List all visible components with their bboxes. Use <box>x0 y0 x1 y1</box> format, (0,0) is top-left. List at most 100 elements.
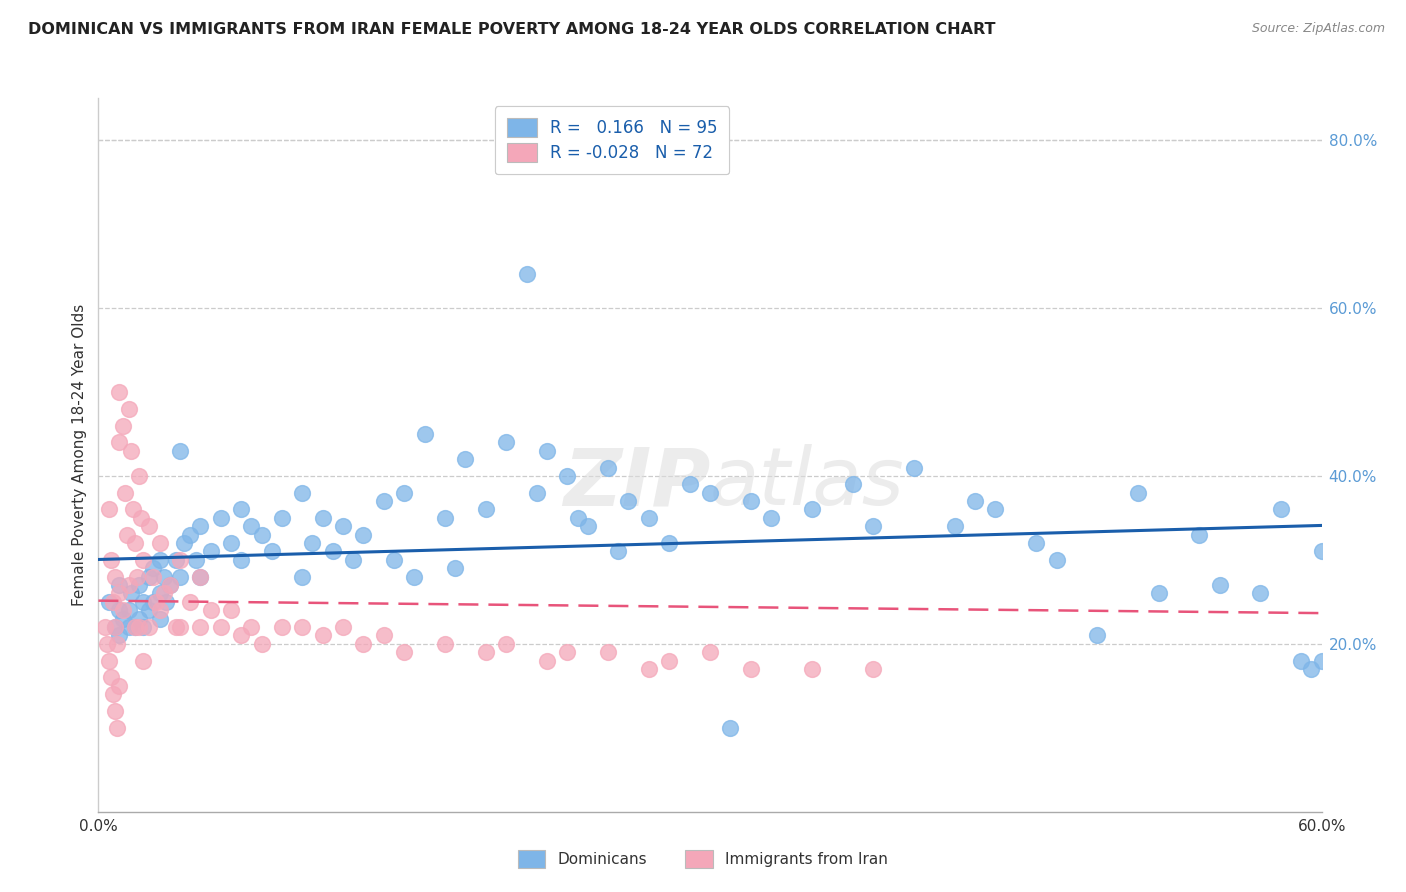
Point <box>231 502 253 516</box>
Point <box>169 569 191 583</box>
Point <box>200 603 222 617</box>
Point <box>291 485 314 500</box>
Point <box>114 485 136 500</box>
Point <box>617 494 640 508</box>
Point <box>638 662 661 676</box>
Legend: R =   0.166   N = 95, R = -0.028   N = 72: R = 0.166 N = 95, R = -0.028 N = 72 <box>495 106 730 174</box>
Point <box>607 544 630 558</box>
Point <box>104 704 127 718</box>
Point <box>108 628 131 642</box>
Point <box>100 670 122 684</box>
Point <box>142 569 165 583</box>
Point <box>132 553 155 567</box>
Point <box>209 620 232 634</box>
Point <box>101 687 124 701</box>
Point <box>115 527 138 541</box>
Point <box>132 654 155 668</box>
Point <box>392 485 416 500</box>
Point <box>862 662 884 676</box>
Point <box>761 511 783 525</box>
Point <box>270 511 294 525</box>
Point <box>434 637 457 651</box>
Point <box>118 620 141 634</box>
Point <box>270 620 294 634</box>
Point <box>152 569 174 583</box>
Point <box>100 553 122 567</box>
Point <box>132 595 155 609</box>
Point <box>97 654 120 668</box>
Point <box>128 469 150 483</box>
Point <box>740 662 762 676</box>
Point <box>104 620 127 634</box>
Point <box>332 620 354 634</box>
Text: Source: ZipAtlas.com: Source: ZipAtlas.com <box>1251 22 1385 36</box>
Point <box>124 620 146 634</box>
Point <box>124 620 146 634</box>
Point <box>903 460 925 475</box>
Point <box>250 527 273 541</box>
Point <box>312 511 335 525</box>
Point <box>97 595 120 609</box>
Point <box>186 553 208 567</box>
Point <box>159 578 181 592</box>
Point <box>142 561 165 575</box>
Point <box>165 620 187 634</box>
Point <box>516 268 538 282</box>
Point <box>122 502 145 516</box>
Point <box>291 569 314 583</box>
Point <box>699 645 721 659</box>
Point <box>188 620 212 634</box>
Point <box>188 569 212 583</box>
Point <box>1045 553 1069 567</box>
Point <box>101 595 124 609</box>
Point <box>179 527 201 541</box>
Point <box>240 519 263 533</box>
Point <box>862 519 884 533</box>
Point <box>841 477 863 491</box>
Point <box>965 494 987 508</box>
Point <box>108 435 131 450</box>
Point <box>404 569 426 583</box>
Point <box>679 477 702 491</box>
Point <box>352 527 374 541</box>
Point <box>454 452 477 467</box>
Point <box>124 536 146 550</box>
Point <box>1310 544 1333 558</box>
Point <box>434 511 457 525</box>
Point <box>444 561 467 575</box>
Point <box>93 620 115 634</box>
Point <box>352 637 374 651</box>
Point <box>1128 485 1150 500</box>
Point <box>1085 628 1108 642</box>
Point <box>1310 654 1333 668</box>
Point <box>179 595 201 609</box>
Point <box>943 519 966 533</box>
Point <box>138 519 160 533</box>
Point <box>108 586 131 600</box>
Point <box>104 620 127 634</box>
Point <box>96 637 118 651</box>
Point <box>165 553 187 567</box>
Point <box>128 620 150 634</box>
Point <box>118 578 141 592</box>
Point <box>801 502 824 516</box>
Point <box>557 645 579 659</box>
Point <box>105 637 128 651</box>
Point <box>108 603 131 617</box>
Point <box>200 544 222 558</box>
Point <box>138 620 160 634</box>
Point <box>138 603 160 617</box>
Point <box>169 620 191 634</box>
Text: ZIP: ZIP <box>562 444 710 523</box>
Point <box>658 654 681 668</box>
Point <box>332 519 354 533</box>
Point <box>301 536 323 550</box>
Point <box>250 637 273 651</box>
Point <box>598 645 620 659</box>
Point <box>474 645 498 659</box>
Point <box>536 443 558 458</box>
Point <box>128 578 150 592</box>
Point <box>155 595 177 609</box>
Point <box>1147 586 1170 600</box>
Point <box>149 612 172 626</box>
